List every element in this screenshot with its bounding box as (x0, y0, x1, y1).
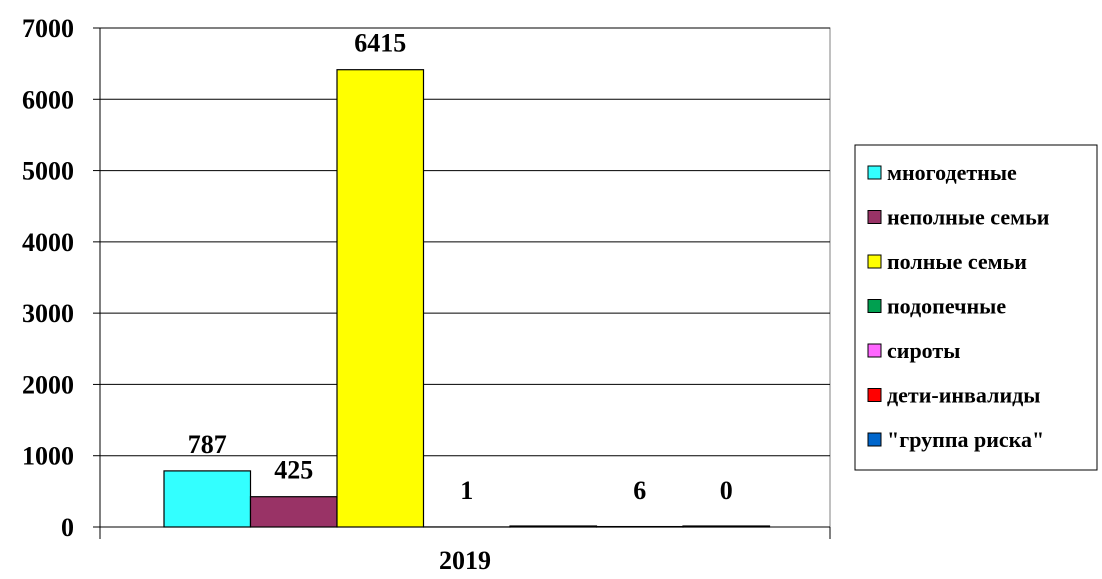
legend-label: сироты (887, 338, 960, 363)
x-tick-label: 2019 (439, 546, 491, 574)
y-tick-label: 4000 (22, 228, 74, 257)
legend-swatch (868, 433, 881, 446)
legend-swatch (868, 300, 881, 313)
data-label: 1 (460, 476, 473, 505)
bars (164, 70, 770, 527)
legend-swatch (868, 389, 881, 402)
legend-label: полные семьи (887, 249, 1027, 274)
data-label: 425 (274, 456, 313, 485)
data-label: 787 (188, 430, 227, 459)
y-tick-label: 6000 (22, 85, 74, 114)
legend: многодетные неполные семьи полные семьи под… (855, 145, 1097, 470)
axes: 0 1000 2000 3000 4000 5000 6000 7000 2019 (22, 14, 830, 574)
legend-label: "группа риска" (887, 427, 1044, 452)
y-tick-label: 3000 (22, 299, 74, 328)
data-label: 0 (720, 476, 733, 505)
y-tick-label: 2000 (22, 370, 74, 399)
legend-swatch (868, 344, 881, 357)
data-label: 6415 (354, 29, 406, 58)
y-tick-label: 0 (61, 513, 74, 542)
legend-label: подопечные (887, 294, 1006, 319)
legend-swatch (868, 211, 881, 224)
data-labels: 787 425 6415 1 6 0 (188, 29, 733, 505)
bar-3 (337, 70, 424, 527)
data-label: 6 (633, 476, 646, 505)
bar-2 (251, 497, 338, 527)
legend-swatch (868, 166, 881, 179)
legend-label: дети-инвалиды (887, 383, 1040, 408)
bar-1 (164, 471, 251, 527)
legend-label: многодетные (887, 160, 1017, 185)
y-tick-label: 1000 (22, 442, 74, 471)
legend-label: неполные семьи (887, 205, 1050, 230)
y-tick-label: 7000 (22, 14, 74, 43)
legend-swatch (868, 255, 881, 268)
y-tick-label: 5000 (22, 157, 74, 186)
